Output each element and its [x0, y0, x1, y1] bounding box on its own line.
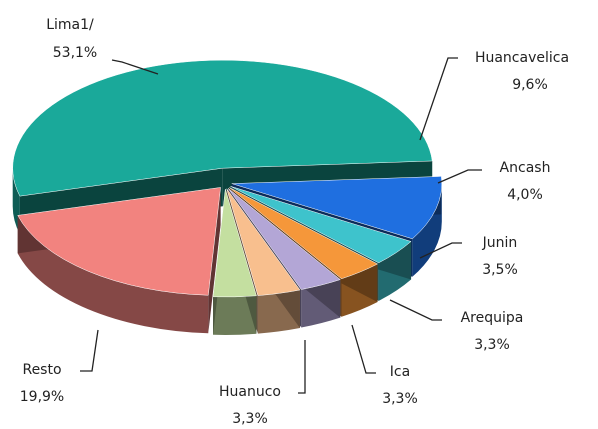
leader-line	[419, 242, 462, 259]
slice	[17, 187, 221, 296]
leader-line	[351, 324, 376, 374]
slice-side	[412, 183, 442, 277]
value-label: 53,1%	[53, 45, 97, 61]
leader-line	[298, 340, 306, 394]
slice	[230, 186, 412, 264]
value-label: 9,6%	[512, 77, 548, 93]
leader-line	[389, 299, 442, 321]
slice-side	[17, 215, 209, 334]
leader-line	[437, 169, 482, 184]
value-label: 3,3%	[382, 391, 418, 407]
leader-line	[419, 57, 458, 141]
slice	[12, 59, 433, 197]
slice-tops	[12, 59, 443, 298]
category-label: Arequipa	[461, 310, 524, 326]
leader-line	[111, 59, 159, 75]
category-label: Ica	[390, 364, 410, 380]
category-label: Ancash	[500, 160, 551, 176]
category-label: Huancavelica	[475, 50, 569, 66]
value-label: 4,0%	[507, 187, 543, 203]
category-label: Resto	[22, 362, 61, 378]
category-label: Junin	[482, 235, 518, 251]
slice	[226, 188, 301, 296]
slice	[231, 176, 443, 240]
slice	[227, 188, 341, 290]
category-label: Huanuco	[219, 384, 281, 400]
leader-line	[80, 329, 99, 372]
value-label: 3,3%	[232, 411, 268, 427]
labels: Lima1/53,1% Huancavelica 9,6% Ancash 4,0% Jun…	[20, 17, 569, 427]
value-label: 3,3%	[474, 337, 510, 353]
slice	[212, 188, 257, 298]
category-label: Lima1/	[46, 17, 94, 33]
value-label: 3,5%	[482, 262, 518, 278]
slice-side	[213, 295, 257, 335]
slice	[229, 187, 379, 280]
value-label: 19,9%	[20, 389, 64, 405]
